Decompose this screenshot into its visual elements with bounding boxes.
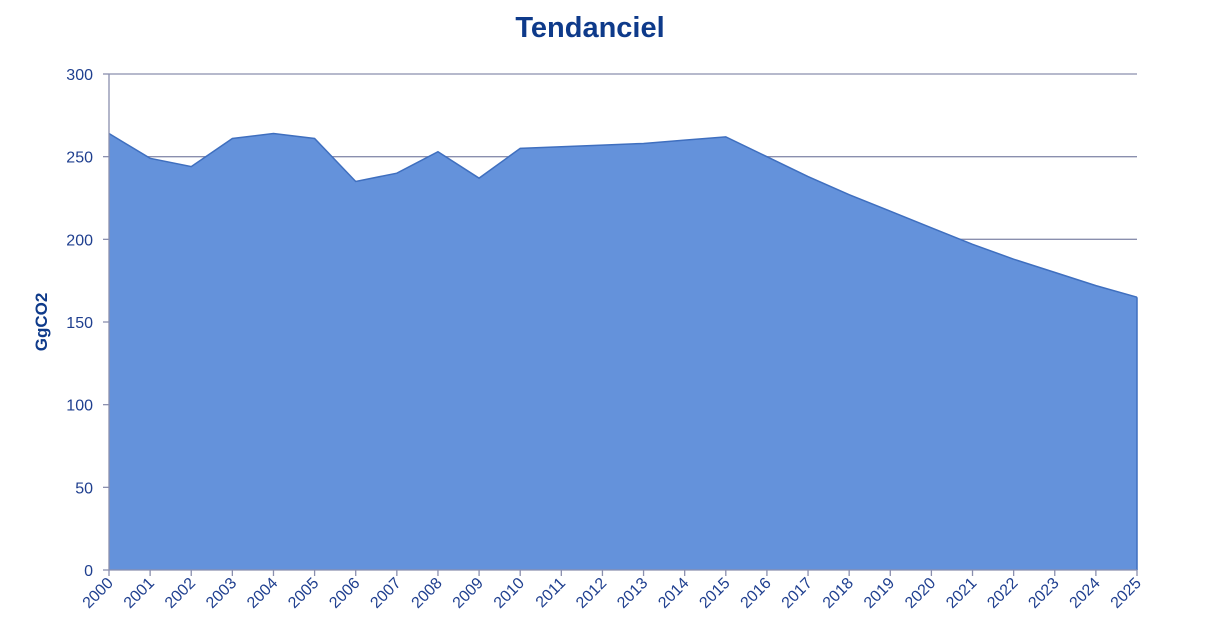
x-tick-label: 2013 — [614, 575, 651, 612]
y-tick-label: 200 — [66, 232, 93, 249]
x-tick-label: 2022 — [984, 575, 1021, 612]
x-tick-label: 2010 — [491, 575, 528, 612]
area-series — [109, 133, 1137, 570]
y-tick-label: 150 — [66, 315, 93, 332]
x-tick-label: 2023 — [1025, 575, 1062, 612]
x-tick-label: 2018 — [820, 575, 857, 612]
x-tick-label: 2024 — [1067, 575, 1104, 612]
x-tick-label: 2019 — [861, 575, 898, 612]
x-tick-label: 2014 — [655, 575, 692, 612]
x-tick-label: 2005 — [285, 575, 322, 612]
chart-title: Tendanciel — [515, 12, 665, 44]
y-tick-label: 250 — [66, 150, 93, 167]
y-axis-title: GgCO2 — [32, 293, 51, 352]
x-tick-label: 2000 — [80, 575, 117, 612]
x-tick-label: 2007 — [367, 575, 404, 612]
x-tick-label: 2011 — [533, 575, 569, 611]
x-tick-label: 2012 — [573, 575, 610, 612]
x-tick-label: 2016 — [738, 575, 775, 612]
x-tick-label: 2021 — [943, 575, 980, 612]
x-axis-ticks: 2000 2001 2002 2003 2004 2005 2006 2007 2008 2009… — [80, 570, 1145, 612]
y-tick-label: 0 — [84, 563, 93, 580]
x-tick-label: 2008 — [409, 575, 446, 612]
y-tick-label: 100 — [66, 398, 93, 415]
x-tick-label: 2025 — [1108, 575, 1145, 612]
y-tick-label: 300 — [66, 67, 93, 84]
x-tick-label: 2009 — [450, 575, 487, 612]
plot-area — [108, 132, 1138, 570]
x-tick-label: 2020 — [902, 575, 939, 612]
area-series-outline — [108, 132, 1138, 298]
x-tick-label: 2004 — [244, 575, 281, 612]
x-tick-label: 2006 — [326, 575, 363, 612]
y-tick-label: 50 — [75, 480, 93, 497]
x-tick-label: 2003 — [203, 575, 240, 612]
x-tick-label: 2015 — [696, 575, 733, 612]
x-tick-label: 2017 — [779, 575, 816, 612]
y-axis-ticks: 0 50 100 150 200 250 300 — [66, 67, 109, 580]
x-tick-label: 2002 — [162, 575, 199, 612]
x-tick-label: 2001 — [121, 575, 158, 612]
